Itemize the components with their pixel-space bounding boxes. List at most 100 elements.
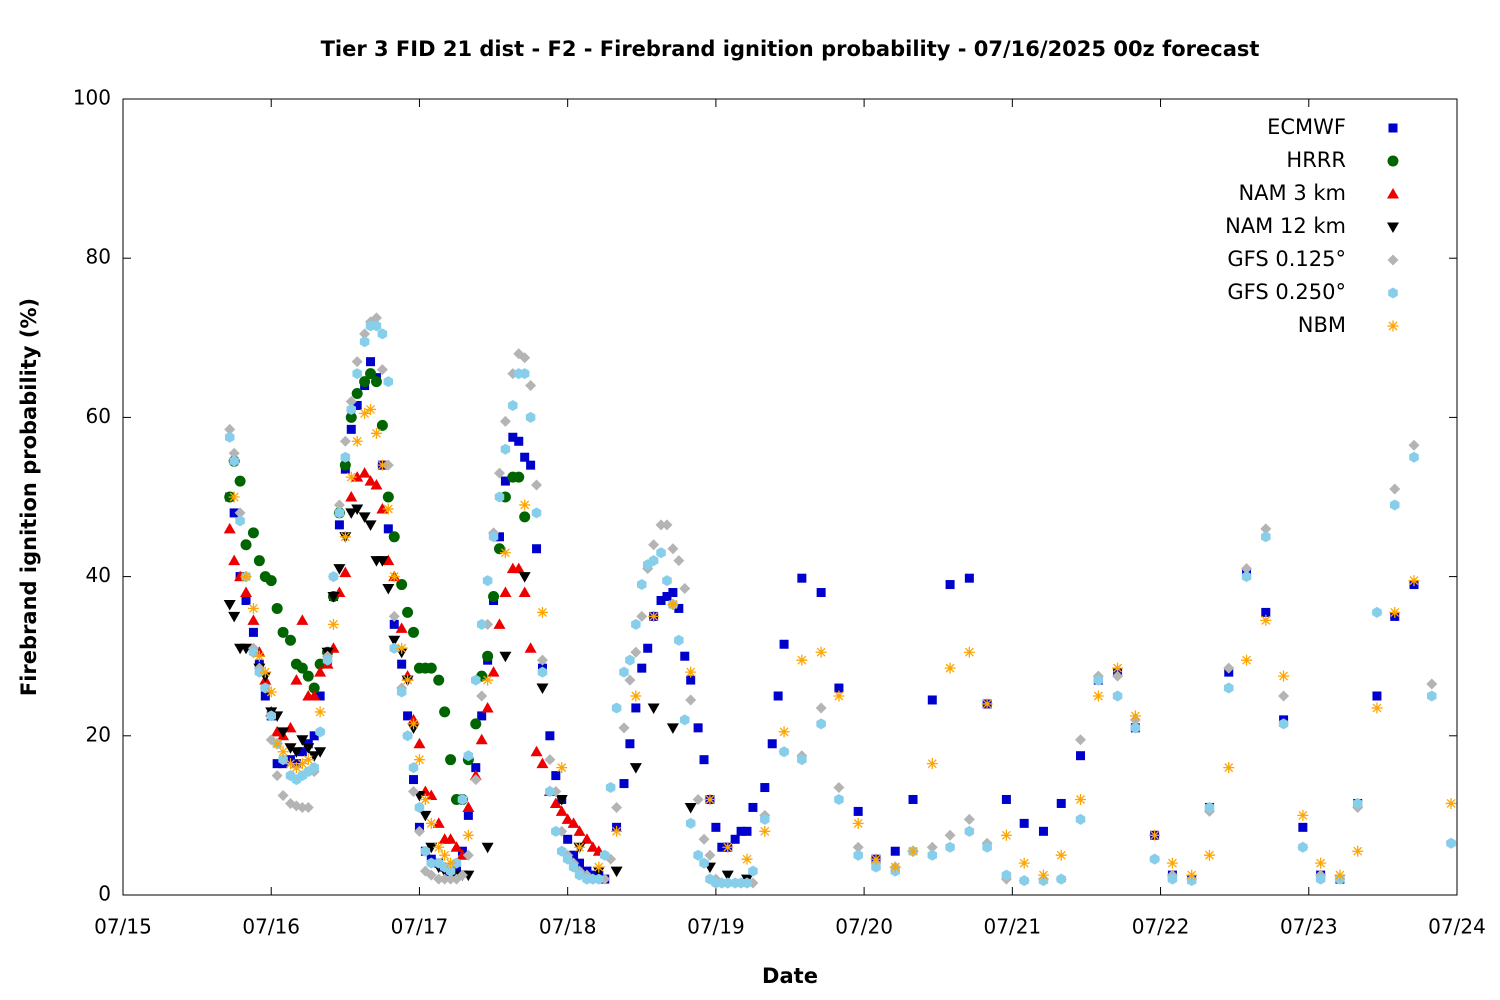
data-point [463,810,473,820]
y-tick-label: 60 [86,404,111,428]
data-point [1352,797,1363,809]
data-point [981,698,993,710]
data-point [389,642,400,654]
data-point [711,822,721,832]
data-point [519,511,531,523]
data-point [339,531,351,543]
data-point [234,507,246,519]
data-point [376,556,389,567]
data-point [1278,670,1290,682]
data-point [433,841,445,853]
data-point [779,746,789,758]
data-point [450,841,463,852]
data-point [228,611,241,623]
data-point [908,794,918,804]
data-point [284,758,296,770]
data-point [383,376,394,388]
data-point [388,610,400,622]
data-point [964,573,974,583]
data-point [389,619,399,629]
data-point [1075,734,1087,746]
data-point [308,690,321,701]
data-point [593,861,605,873]
data-point [314,666,327,677]
data-point [1056,873,1067,885]
data-point [945,580,955,590]
data-point [476,690,488,702]
y-tick-label: 100 [73,86,111,110]
data-point [1223,762,1235,774]
data-point [351,471,364,482]
data-point [224,431,235,443]
data-point [1038,826,1048,836]
x-tick-label: 07/24 [1428,915,1486,939]
data-point [797,573,807,583]
data-point [797,754,807,766]
data-point [302,670,314,682]
data-point [555,794,568,806]
data-point [409,775,419,785]
data-point [476,618,487,630]
data-point [964,825,975,837]
legend-label: GFS 0.125° [1227,247,1346,271]
legend-marker [1387,254,1399,266]
data-point [397,659,407,669]
data-point [704,793,716,805]
data-point [334,520,344,530]
data-point [693,723,703,733]
data-point [742,877,752,889]
data-point [224,423,236,435]
data-point [667,543,679,555]
data-point [471,763,481,773]
data-point [631,703,641,713]
data-point [655,519,667,531]
data-point [637,579,647,591]
data-point [692,793,704,805]
data-point [340,451,351,463]
data-point [426,857,437,869]
data-point [625,739,635,749]
data-point [833,782,845,794]
data-point [364,520,377,531]
data-point [630,646,642,658]
data-point [229,455,239,467]
data-point [513,471,525,483]
data-point [545,731,555,741]
data-point [1315,873,1326,885]
data-point [674,634,684,646]
data-point [907,845,919,857]
data-point [1204,801,1215,813]
data-point [339,459,351,471]
data-point [544,754,556,766]
data-point [1298,822,1308,832]
data-point [277,746,289,758]
data-point [457,793,468,805]
data-point [284,634,296,646]
x-tick-label: 07/16 [242,915,300,939]
data-point [618,722,630,734]
y-tick-label: 0 [98,882,111,906]
data-point [1241,563,1253,575]
data-point [1352,845,1364,857]
data-point [376,419,388,431]
data-point [413,825,425,837]
data-point [1075,793,1087,805]
data-point [1223,682,1234,694]
data-point [1112,670,1124,682]
data-point [371,320,382,332]
data-point [870,853,882,865]
data-point [499,586,512,598]
data-point [686,675,696,685]
data-point [1076,751,1086,761]
data-point [445,865,456,877]
data-point [536,683,549,695]
data-point [475,733,488,745]
data-point [240,586,253,598]
data-point [693,849,703,861]
data-point [1203,849,1215,861]
data-point [408,762,419,774]
data-point [926,758,938,770]
data-point [488,591,500,603]
data-point [322,654,333,666]
data-point [470,718,482,730]
